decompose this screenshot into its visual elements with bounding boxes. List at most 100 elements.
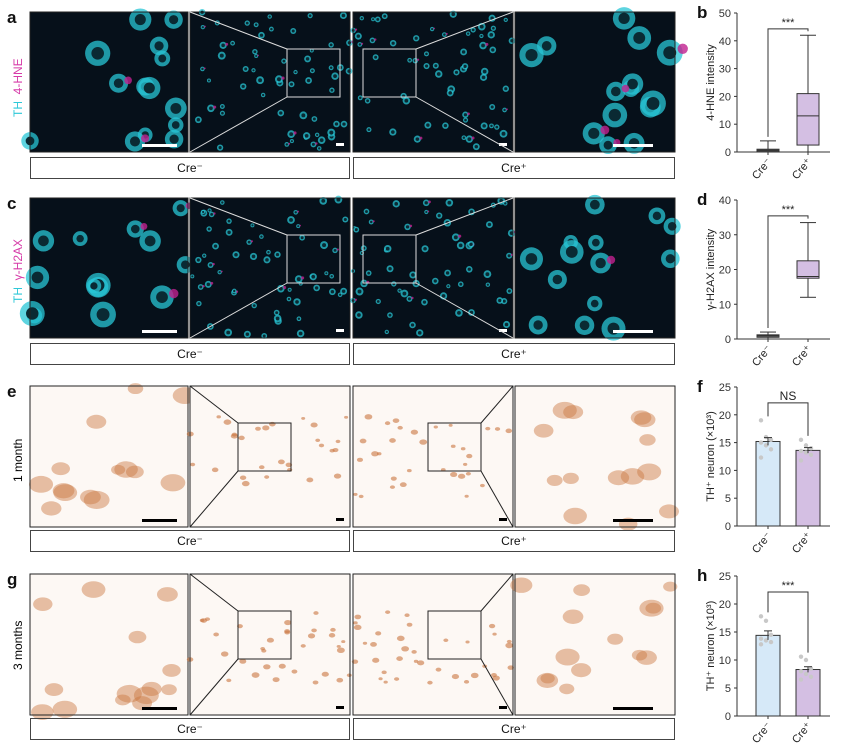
nucleus [358,43,362,46]
nucleus [357,313,361,317]
nucleus [434,64,438,68]
micrograph-g-1 [29,573,189,720]
nucleus [227,219,231,223]
neuron-cell [239,475,247,480]
neuron-cell [262,425,270,431]
neuron-cell [659,504,680,519]
nucleus [334,122,339,126]
nucleus [311,69,314,72]
neuron-cell [460,447,466,451]
nucleus [251,224,254,227]
nucleus [391,41,395,45]
chart-letter-f: f [697,377,703,396]
nucleus [289,82,294,86]
neuron-cell [53,484,78,501]
neuron-cell [80,489,101,505]
data-point [808,452,814,458]
scale-bar [336,518,344,521]
panel-border [189,573,351,716]
nucleus [143,82,155,94]
y-tick-label: 0 [725,147,731,159]
neuron-cell [231,432,238,437]
zoom-connector [480,573,514,612]
nucleus [221,43,225,48]
significance-label: *** [782,17,796,29]
neuron-cell [156,587,178,602]
nucleus [316,133,319,136]
neuron-cell [540,673,555,684]
neuron-cell [607,470,630,486]
nucleus [425,52,428,56]
neuron-cell [381,670,387,675]
neuron-cell [213,632,219,637]
nucleus [354,228,358,232]
marker-signal [427,210,430,213]
zoom-connector [189,470,239,528]
nucleus [210,212,214,216]
chart-h: 0 5 10 15 20 25 TH⁺ neuron (×10³) Cre⁻ Cre⁺ *** [705,571,830,746]
neuron-cell [128,630,147,644]
nucleus [366,99,370,103]
neuron-cell [385,610,391,614]
neuron-cell [573,584,590,597]
neuron-cell [83,490,110,509]
nucleus [461,50,466,54]
nucleus [398,289,401,292]
nucleus [169,134,179,144]
neuron-cell [411,650,417,654]
marker-signal [210,281,214,285]
zoom-connector [415,96,514,153]
box [796,93,820,146]
nucleus [342,122,346,126]
nucleus [357,289,362,294]
nucleus [261,93,265,97]
nucleus [426,123,430,127]
nucleus [495,125,499,129]
neuron-cell [433,425,438,429]
micrograph-e-3 [352,385,514,528]
scale-bar [613,330,653,333]
panel-border [352,385,514,528]
stain-label-th: TH [11,101,25,117]
nucleus [627,78,638,90]
neuron-cell [285,462,293,468]
data-point [768,447,774,452]
neuron-cell [555,648,580,666]
scale-bar [499,329,507,332]
nucleus [227,230,231,235]
nucleus [369,220,373,224]
micrograph-g-4 [510,573,678,716]
marker-signal [281,76,285,80]
neuron-cell [404,613,410,618]
scale-bar [499,518,507,521]
nucleus [507,289,511,293]
neuron-cell [396,656,403,661]
neuron-cell [263,664,271,670]
neuron-cell [307,633,316,639]
nucleus [492,26,495,30]
data-point [803,657,809,663]
nucleus [443,124,448,128]
neuron-cell [390,476,397,481]
zoom-connector [480,658,514,716]
neuron-cell [634,412,656,428]
data-point [808,666,814,671]
neuron-cell [607,633,624,645]
micrograph-background [190,12,350,152]
marker-signal [411,296,414,300]
nucleus [462,136,466,139]
neuron-cell [410,429,419,435]
neuron-cell [133,686,159,705]
nucleus [134,13,146,26]
nucleus [589,199,600,210]
neuron-cell [370,642,377,647]
nucleus [268,15,271,18]
marker-signal [433,27,436,30]
nucleus [201,67,204,71]
marker-signal [250,240,254,243]
bar [795,449,821,527]
nucleus [275,311,279,315]
nucleus [176,204,185,213]
neuron-cell [389,438,396,443]
nucleus [525,49,538,62]
